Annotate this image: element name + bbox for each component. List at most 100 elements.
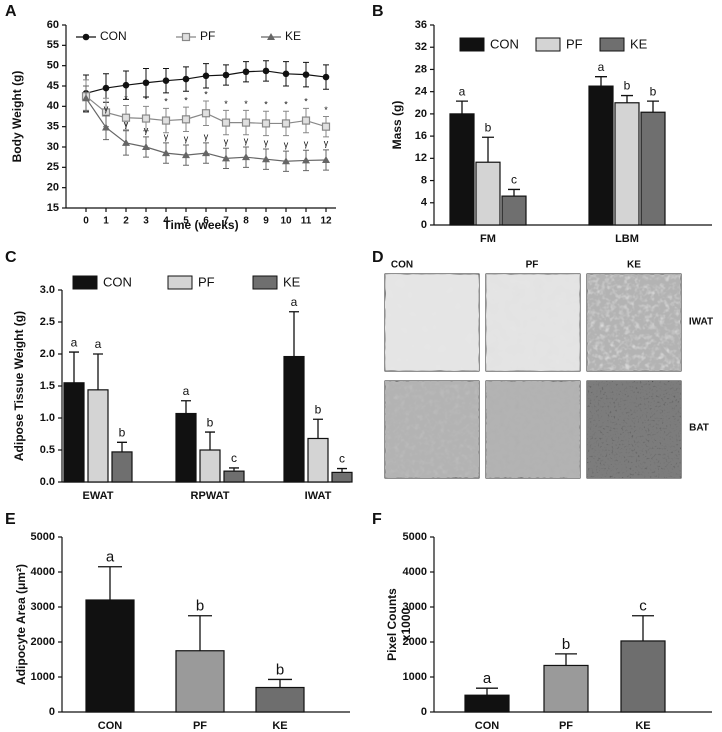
y-tick-label: 16	[415, 130, 427, 142]
marker	[121, 113, 131, 122]
significance-mark: *	[144, 95, 148, 105]
x-tick-label: CON	[98, 720, 123, 732]
marker	[202, 72, 210, 80]
y-tick-label: 1000	[31, 671, 55, 683]
significance-letter: b	[196, 598, 204, 615]
marker	[261, 119, 271, 128]
bar	[614, 102, 640, 226]
legend-swatch	[599, 37, 625, 52]
y-tick-label: 2000	[31, 636, 55, 648]
y-axis-label: Pixel Counts	[385, 588, 399, 661]
y-tick-label: 1000	[403, 671, 427, 683]
bar	[640, 111, 666, 226]
marker	[162, 77, 170, 85]
bar	[255, 686, 305, 713]
bar	[620, 640, 666, 713]
x-tick-label: CON	[475, 720, 500, 732]
significance-mark: γ	[244, 135, 249, 145]
marker	[322, 156, 330, 164]
error-bar	[595, 76, 607, 87]
significance-mark: γ	[284, 139, 289, 149]
bar	[543, 664, 589, 713]
significance-letter: c	[231, 451, 237, 465]
y-tick-label: 35	[47, 121, 59, 133]
column-label: KE	[627, 260, 641, 271]
significance-letter: a	[598, 60, 605, 74]
significance-letter: c	[639, 598, 647, 615]
legend-label: CON	[490, 36, 519, 51]
y-tick-label: 5000	[31, 531, 55, 543]
marker	[302, 71, 310, 78]
legend-swatch	[72, 275, 98, 290]
marker	[182, 151, 190, 159]
marker	[301, 116, 311, 125]
y-axis-label: Mass (g)	[390, 101, 404, 150]
y-tick-label: 32	[415, 41, 427, 53]
y-tick-label: 3000	[31, 601, 55, 613]
y-tick-label: 25	[47, 161, 59, 173]
marker	[82, 33, 90, 41]
significance-mark: γ	[144, 125, 149, 135]
marker	[181, 115, 191, 124]
y-tick-label: 8	[421, 174, 427, 186]
error-bar	[69, 351, 79, 383]
y-tick-label: 20	[415, 108, 427, 120]
x-tick-label: 12	[320, 216, 332, 227]
error-bar	[289, 311, 299, 357]
x-tick-label: EWAT	[83, 490, 114, 502]
marker	[281, 119, 291, 128]
legend-label: PF	[198, 274, 215, 289]
bar	[175, 412, 197, 483]
marker	[222, 154, 230, 162]
bar	[588, 85, 614, 226]
panel-letter: A	[5, 3, 17, 20]
error-bar	[456, 100, 468, 114]
significance-mark: *	[184, 96, 188, 106]
y-tick-label: 0.0	[40, 476, 55, 488]
legend-swatch	[459, 37, 485, 52]
y-tick-label: 60	[47, 19, 59, 31]
y-tick-label: 55	[47, 39, 59, 51]
marker	[202, 149, 210, 157]
micrograph-texture	[587, 381, 681, 478]
y-tick-label: 1.0	[40, 412, 55, 424]
bar	[283, 355, 305, 483]
bar	[85, 599, 135, 713]
legend-label: KE	[285, 29, 301, 43]
marker	[262, 155, 270, 163]
bar	[223, 470, 245, 483]
marker	[302, 156, 310, 164]
y-tick-label: 0	[421, 706, 427, 718]
marker	[181, 32, 191, 42]
significance-mark: *	[164, 97, 168, 107]
significance-mark: γ	[324, 138, 329, 148]
x-tick-label: KE	[272, 720, 287, 732]
legend-label: CON	[103, 274, 132, 289]
significance-mark: γ	[264, 137, 269, 147]
y-tick-label: 1.5	[40, 380, 55, 392]
marker	[322, 73, 330, 81]
micrograph-texture	[587, 274, 681, 371]
y-axis-label: x1000	[399, 607, 413, 641]
marker	[162, 149, 170, 157]
bar	[331, 471, 353, 483]
x-tick-label: IWAT	[305, 490, 332, 502]
x-tick-label: FM	[480, 233, 496, 245]
significance-letter: a	[71, 335, 78, 349]
significance-letter: b	[315, 402, 322, 416]
x-tick-label: 2	[123, 216, 129, 227]
image-panel: D CON PF KE IWAT BAT	[372, 249, 713, 479]
error-bar	[337, 467, 347, 473]
significance-mark: γ	[204, 131, 209, 141]
y-tick-label: 3.0	[40, 284, 55, 296]
significance-letter: b	[119, 425, 126, 439]
bar	[87, 389, 109, 483]
marker	[161, 116, 171, 125]
significance-letter: c	[339, 452, 345, 466]
marker	[102, 84, 110, 92]
x-tick-label: PF	[559, 720, 573, 732]
bar	[307, 437, 329, 483]
significance-mark: γ	[304, 139, 309, 149]
legend-label: CON	[100, 29, 127, 43]
bar	[175, 650, 225, 713]
